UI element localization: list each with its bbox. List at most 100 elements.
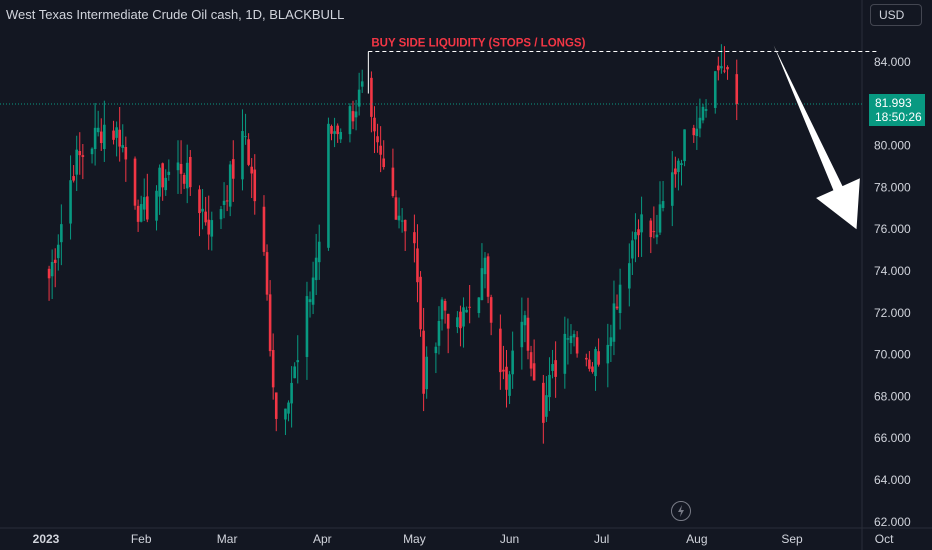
candle-body bbox=[78, 151, 82, 156]
candle-body bbox=[704, 109, 708, 111]
candle-body bbox=[357, 89, 361, 107]
candle-body bbox=[265, 252, 269, 295]
candle-body bbox=[612, 303, 616, 342]
candle-body bbox=[161, 163, 164, 188]
candle-body bbox=[628, 263, 631, 289]
candle-body bbox=[588, 359, 591, 369]
candle-body bbox=[253, 169, 257, 202]
y-tick-label: 70.000 bbox=[874, 348, 911, 362]
candle-body bbox=[185, 162, 189, 189]
candle-body bbox=[434, 346, 438, 354]
candle-body bbox=[425, 356, 428, 390]
candle-body bbox=[370, 77, 373, 117]
candle-body bbox=[486, 256, 490, 297]
candle-body bbox=[554, 360, 557, 377]
candle-body bbox=[271, 350, 275, 388]
candle-body bbox=[155, 190, 158, 221]
candle-body bbox=[677, 160, 680, 173]
candle-body bbox=[250, 166, 253, 174]
y-tick-label: 74.000 bbox=[874, 264, 911, 278]
candle-body bbox=[69, 180, 72, 224]
candle-body bbox=[723, 70, 726, 72]
candle-body bbox=[670, 172, 674, 206]
candle-body bbox=[480, 268, 484, 301]
candle-body bbox=[529, 352, 533, 369]
y-tick-label: 76.000 bbox=[874, 222, 911, 236]
candle-body bbox=[483, 257, 487, 275]
candle-body bbox=[585, 357, 588, 360]
y-tick-label: 68.000 bbox=[874, 389, 911, 403]
candle-body bbox=[563, 333, 567, 374]
candle-body bbox=[437, 320, 441, 346]
candle-body bbox=[508, 374, 511, 396]
liquidity-annotation-label: BUY SIDE LIQUIDITY (STOPS / LONGS) bbox=[371, 38, 585, 50]
candle-body bbox=[376, 136, 379, 143]
candle-body bbox=[422, 330, 425, 394]
candle-body bbox=[615, 306, 619, 309]
candle-body bbox=[489, 297, 493, 323]
candle-body bbox=[50, 262, 54, 277]
candle-body bbox=[268, 294, 272, 352]
candle-body bbox=[502, 369, 505, 372]
candle-body bbox=[382, 158, 385, 168]
y-tick-label: 84.000 bbox=[874, 55, 911, 69]
candle-body bbox=[158, 167, 161, 197]
candle-body bbox=[99, 131, 103, 144]
candle-body bbox=[419, 276, 422, 330]
candle-body bbox=[133, 158, 137, 206]
x-tick-label: Jun bbox=[500, 532, 519, 546]
candle-body bbox=[637, 229, 640, 236]
candle-body bbox=[112, 130, 115, 140]
candle-body bbox=[523, 315, 527, 326]
candle-body bbox=[631, 240, 634, 259]
candle-body bbox=[400, 220, 404, 222]
candle-body bbox=[695, 128, 699, 137]
y-tick-label: 64.000 bbox=[874, 473, 911, 487]
candle-body bbox=[115, 127, 118, 138]
candle-body bbox=[244, 136, 247, 138]
candle-body bbox=[317, 241, 321, 263]
candle-body bbox=[53, 259, 57, 263]
candle-body bbox=[569, 335, 573, 344]
candle-body bbox=[459, 311, 462, 329]
x-tick-label: Oct bbox=[875, 532, 894, 546]
currency-button[interactable]: USD bbox=[870, 4, 922, 26]
candle-body bbox=[136, 205, 140, 222]
candle-body bbox=[683, 129, 686, 162]
candle-body bbox=[305, 296, 309, 357]
candle-body bbox=[440, 299, 444, 320]
y-tick-label: 80.000 bbox=[874, 139, 911, 153]
x-tick-label: May bbox=[403, 532, 426, 546]
candle-body bbox=[247, 139, 250, 165]
candle-body bbox=[499, 328, 502, 373]
candle-body bbox=[661, 201, 665, 208]
x-tick-label: Apr bbox=[313, 532, 332, 546]
candle-body bbox=[655, 234, 659, 238]
countdown-timer: 18:50:26 bbox=[875, 110, 922, 124]
bearish-projection-arrow bbox=[773, 45, 860, 230]
lightning-icon[interactable] bbox=[671, 501, 691, 521]
candle-body bbox=[207, 219, 211, 235]
y-tick-label: 66.000 bbox=[874, 431, 911, 445]
candle-body bbox=[188, 156, 192, 188]
candle-body bbox=[566, 338, 570, 340]
candle-body bbox=[176, 162, 180, 171]
candle-body bbox=[526, 317, 530, 351]
candle-body bbox=[179, 163, 183, 174]
candle-body bbox=[545, 395, 548, 417]
y-tick-label: 72.000 bbox=[874, 306, 911, 320]
candle-body bbox=[609, 337, 613, 347]
candle-body bbox=[142, 197, 146, 210]
candle-body bbox=[692, 127, 696, 136]
candle-body bbox=[354, 111, 358, 118]
candle-body bbox=[674, 168, 677, 175]
candle-body bbox=[594, 349, 597, 377]
candle-body bbox=[397, 215, 401, 221]
candle-body bbox=[81, 155, 85, 157]
candle-body bbox=[330, 126, 333, 134]
candle-body bbox=[640, 214, 643, 233]
candle-body bbox=[468, 306, 471, 308]
candle-body bbox=[198, 189, 201, 214]
candle-body bbox=[413, 232, 416, 244]
